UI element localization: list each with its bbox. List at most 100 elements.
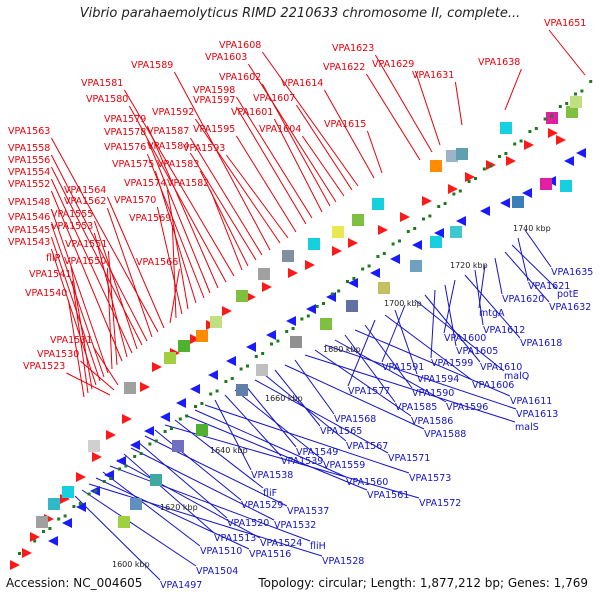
gene-label: VPA1540 [25, 288, 67, 299]
gene-leader-line [146, 153, 205, 299]
gene-leader-line [548, 29, 586, 76]
ring-tick [102, 480, 106, 483]
gene-leader-line [106, 207, 153, 338]
ring-tick [200, 402, 204, 405]
ring-tick [504, 152, 508, 155]
gene-label: VPA1516 [249, 549, 291, 560]
gene-label: VPA1564 [64, 185, 106, 196]
gene-label: VPA1541 [29, 269, 71, 280]
gene-feature-block [172, 440, 184, 452]
gene-label: VPA1590 [412, 388, 454, 399]
minus-strand-gene-arrow [130, 440, 140, 450]
gene-label: VPA1552 [8, 179, 50, 190]
ring-tick [33, 539, 37, 543]
gene-leader-line [169, 268, 180, 324]
scale-label: 1680 kbp [323, 345, 361, 354]
gene-leader-line [70, 264, 93, 390]
gene-label: VPA1538 [251, 470, 293, 481]
minus-strand-gene-arrow [480, 206, 490, 216]
ring-tick [185, 414, 189, 418]
ring-tick [261, 352, 265, 355]
gene-leader-line [92, 346, 119, 386]
gene-leader-line [189, 152, 257, 261]
minus-strand-gene-arrow [226, 356, 236, 366]
ring-tick [118, 467, 121, 471]
gene-leader-line [294, 359, 335, 415]
plus-strand-gene-arrow [246, 292, 256, 302]
gene-label: VPA1604 [259, 124, 301, 135]
ring-tick [300, 317, 304, 321]
gene-label: VPA1615 [324, 119, 366, 130]
gene-leader-line [414, 299, 505, 372]
gene-feature-block [456, 148, 468, 160]
gene-leader-line [235, 96, 313, 219]
gene-label: VPA1520 [227, 518, 269, 529]
plus-strand-gene-arrow [22, 548, 32, 558]
ring-tick [391, 242, 395, 246]
gene-leader-line [102, 471, 201, 547]
ring-tick [565, 102, 569, 105]
ring-tick [315, 305, 319, 308]
gene-label: VPA1570 [114, 195, 156, 206]
ring-tick [87, 492, 91, 496]
ring-tick [194, 405, 197, 408]
gene-leader-line [430, 289, 436, 359]
gene-label: VPA1629 [372, 59, 414, 70]
gene-feature-block [88, 440, 100, 452]
minus-strand-gene-arrow [104, 470, 114, 480]
gene-label: VPA1562 [64, 196, 106, 207]
ring-tick [215, 389, 219, 393]
gene-leader-line [109, 465, 311, 542]
gene-leader-line [517, 237, 529, 282]
gene-leader-line [194, 409, 347, 478]
gene-label: fliF [263, 488, 277, 499]
gene-label: VPA1575 [112, 159, 154, 170]
gene-leader-line [146, 125, 219, 289]
gene-label: VPA1623 [332, 43, 374, 54]
minus-strand-gene-arrow [306, 304, 316, 314]
gene-label: VPA1567 [346, 441, 388, 452]
minus-strand-gene-arrow [246, 342, 256, 352]
gene-feature-block [118, 516, 130, 528]
gene-leader-line [384, 314, 473, 381]
plus-strand-gene-arrow [506, 156, 516, 166]
ring-tick [224, 380, 228, 383]
gene-leader-line [354, 329, 511, 397]
gene-label: VPA1539 [281, 456, 323, 467]
gene-label: VPA1558 [8, 143, 50, 154]
gene-label: VPA1556 [8, 155, 50, 166]
ring-tick [48, 527, 52, 530]
gene-label: VPA1551 [65, 239, 107, 250]
gene-leader-line [225, 154, 289, 239]
ring-tick [63, 514, 67, 518]
gene-label: VPA1608 [219, 40, 261, 51]
plus-strand-gene-arrow [140, 382, 150, 392]
ring-tick [109, 477, 113, 480]
gene-label: VPA1599 [431, 358, 473, 369]
ring-tick [482, 167, 486, 171]
gene-label: VPA1603 [205, 52, 247, 63]
gene-leader-line [365, 73, 421, 161]
gene-leader-line [106, 267, 113, 370]
gene-label: VPA1607 [253, 93, 295, 104]
genome-stats-label: Topology: circular; Length: 1,877,212 bp… [258, 576, 588, 590]
gene-feature-block [258, 268, 270, 280]
gene-label: VPA1550 [64, 256, 106, 267]
gene-leader-line [81, 489, 197, 567]
gene-feature-block [290, 336, 302, 348]
gene-leader-line [304, 354, 516, 423]
ring-tick [230, 377, 234, 380]
gene-leader-line [394, 309, 418, 375]
gene-feature-block [512, 196, 524, 208]
ring-tick [254, 355, 258, 358]
gene-label: VPA1580 [86, 94, 128, 105]
gene-label: fliP [46, 253, 61, 264]
gene-leader-line [314, 349, 412, 417]
gene-label: malS [515, 422, 539, 433]
gene-label: VPA1579 [104, 114, 146, 125]
plus-strand-gene-arrow [548, 128, 558, 138]
gene-label: VPA1565 [320, 426, 362, 437]
gene-label: VPA1555 [51, 209, 93, 220]
gene-label: VPA1578 [104, 127, 146, 138]
minus-strand-gene-arrow [500, 198, 510, 208]
